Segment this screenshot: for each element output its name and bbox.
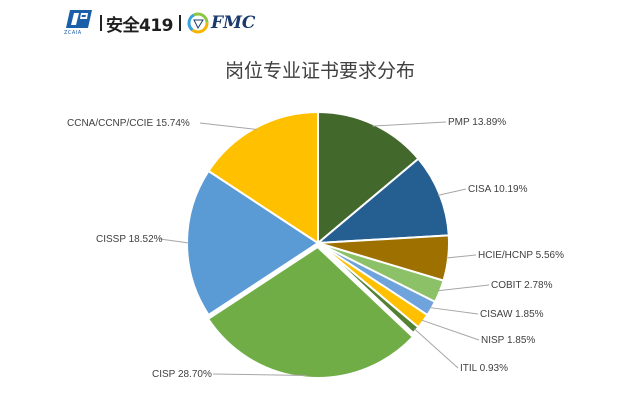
leader-line	[421, 319, 480, 341]
pie-slices	[186, 110, 450, 379]
zcaia-logo-text: ZCAIA	[64, 30, 82, 36]
leader-lines	[159, 121, 490, 376]
separator	[179, 15, 181, 31]
data-label: PMP 13.89%	[448, 117, 506, 128]
data-label: CISP 28.70%	[152, 369, 212, 380]
leader-line	[159, 238, 190, 244]
separator	[100, 15, 102, 31]
data-labels: PMP 13.89% CISA 10.19% HCIE/HCNP 5.56% COBI…	[67, 117, 564, 380]
pie-slice-pmp	[317, 110, 420, 246]
leader-line	[212, 373, 307, 376]
brand-title: 安全419	[106, 15, 174, 36]
data-label: COBIT 2.78%	[491, 280, 553, 291]
data-label: CCNA/CCNP/CCIE 15.74%	[67, 118, 190, 129]
header-logos: ZCAIA 安全419 FMC	[64, 8, 255, 38]
data-label: CISSP 18.52%	[96, 234, 163, 245]
data-label: CISAW 1.85%	[480, 309, 544, 320]
leader-line	[429, 307, 479, 315]
fmc-logo-text: FMC	[211, 13, 256, 33]
leader-line	[413, 328, 459, 369]
data-label: CISA 10.19%	[468, 184, 528, 195]
pie-slice-cisp	[206, 245, 415, 379]
leader-line	[199, 122, 257, 130]
leader-line	[437, 188, 467, 196]
data-label: NISP 1.85%	[481, 335, 535, 346]
data-label: HCIE/HCNP 5.56%	[478, 250, 564, 261]
leader-line	[372, 121, 447, 127]
zcaia-logo-icon: ZCAIA	[64, 8, 94, 38]
pie-slice-ccna-ccnp-ccie	[207, 110, 319, 245]
chart-title: 岗位专业证书要求分布	[224, 60, 415, 82]
data-label: ITIL 0.93%	[460, 363, 508, 374]
leader-line	[437, 284, 490, 292]
fmc-logo-icon	[187, 12, 209, 34]
leader-line	[446, 254, 477, 259]
